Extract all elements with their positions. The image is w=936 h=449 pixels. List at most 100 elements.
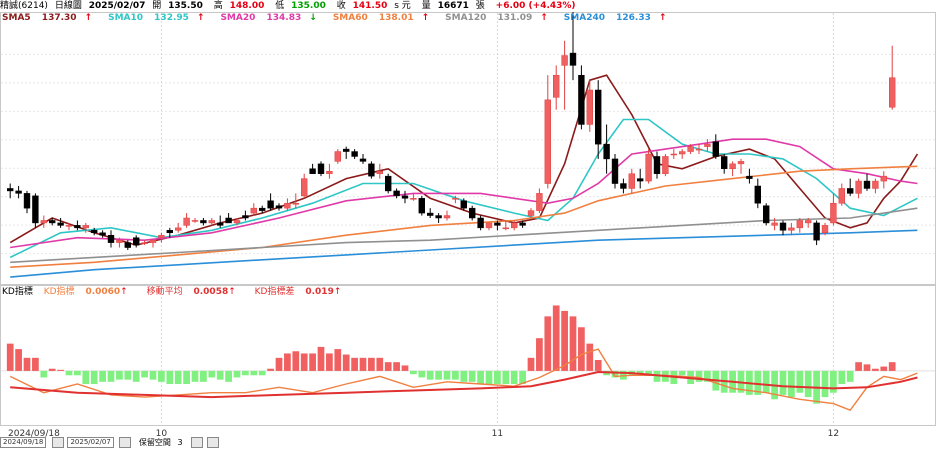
candle-body [317,163,325,174]
indicator-legend: KD指標 KD指標 0.0060↑ 移動平均 0.0058↑ KD指標差 0.0… [2,286,357,298]
candle-body [32,195,39,224]
indicator-bar [292,351,300,371]
date-label: 2025/02/07 [88,1,146,11]
x-start-label: 2024/09/18 [8,429,60,439]
indicator-bar [804,370,812,398]
zoom-out-icon[interactable] [206,437,219,448]
indicator-bar [158,370,165,382]
indicator-bar [132,370,140,382]
candle-body [494,222,501,226]
candle-body [771,222,778,226]
candle-body [746,175,753,179]
candle-body [393,190,400,197]
indicator-bar [494,370,501,384]
candle-body [721,156,728,170]
indicator-bar [888,362,896,371]
indicator-bar [830,370,837,393]
candle-body [166,230,173,234]
candle-body [418,198,425,214]
zoom-in-icon[interactable] [191,437,204,448]
bottom-toolbar: 2024/09/18 2025/02/07 保留空間 3 [0,437,936,449]
indicator-bar [838,370,846,384]
ma-line-sma20 [10,138,918,249]
candle-body [889,77,896,108]
indicator-bar [796,370,804,393]
indicator-bar [141,370,148,378]
candle-body [712,141,719,157]
candle-body [351,151,358,157]
calendar-icon[interactable] [51,437,64,448]
candle-body [385,175,392,192]
candle-body [15,190,22,194]
candle-body [217,222,224,226]
indicator-bar [502,370,510,384]
from-date-input[interactable]: 2024/09/18 [0,437,47,448]
candle-body [49,220,56,224]
candle-body [343,148,350,152]
indicator-bar [401,365,409,371]
indicator-bar [284,353,291,371]
indicator-bar [477,370,484,384]
calendar-icon[interactable] [119,437,132,448]
to-date-input[interactable]: 2025/02/07 [67,437,114,448]
candle-body [65,225,73,227]
indicator-bar [208,370,216,378]
indicator-bar [393,362,400,371]
candle-body [326,170,333,174]
indicator-bar [578,327,585,371]
volume-label: 量 16671 張 [421,1,485,11]
indicator-bar [611,370,619,378]
candle-body [527,210,535,216]
symbol-label: 精誠(6214) [0,1,48,11]
candle-body [628,173,635,189]
keep-space-value[interactable]: 3 [177,438,183,447]
candle-body [40,220,47,224]
indicator-bar [384,362,392,371]
candle-body [443,215,451,219]
candle-body [838,188,845,204]
indicator-bar [821,370,829,398]
candle-body [284,202,291,209]
indicator-bar [368,357,375,371]
indicator-bar [166,370,174,384]
indicator-bar [48,368,56,371]
candle-body [603,143,610,160]
candle-body [502,227,509,230]
indicator-bar [754,370,762,395]
indicator-bar [426,370,434,380]
low-label: 低 135.00 [275,1,326,11]
candle-body [57,222,64,226]
indicator-bar [645,370,652,376]
indicator-bar [586,343,594,371]
indicator-bar [359,357,367,371]
ma-line-sma120 [10,207,918,264]
candle-body [175,227,182,231]
indicator-bar [65,370,73,376]
indicator-bar [418,370,426,378]
candle-body [821,225,829,234]
indicator-bar [552,305,560,371]
candle-body [99,232,106,236]
candle-body [124,242,131,248]
x-tick-label: 11 [492,429,503,439]
indicator-bar [250,370,258,376]
candle-body [225,217,232,224]
diff-legend: KD指標差 0.019↑ [254,287,342,297]
candle-body [553,74,560,98]
indicator-bar [762,370,770,393]
indicator-bar [636,370,644,374]
indicator-bar [267,368,274,371]
ma-legend-sma20: SMA20 134.83 ↓ [220,13,317,23]
candle-body [460,200,467,209]
x-tick-label: 12 [828,429,839,439]
close-label: 收 141.50 s 元 [336,1,411,11]
indicator-bar [410,370,417,375]
x-tick-label: 10 [156,429,168,439]
candle-body [754,185,761,204]
indicator-bar [149,370,157,380]
ma-legend: SMA5 137.30 ↑ SMA10 132.95 ↑ SMA20 134.83 ↓ SM… [2,12,682,24]
candle-body [611,158,619,184]
indicator-bar [334,349,342,371]
candle-body [485,222,493,229]
